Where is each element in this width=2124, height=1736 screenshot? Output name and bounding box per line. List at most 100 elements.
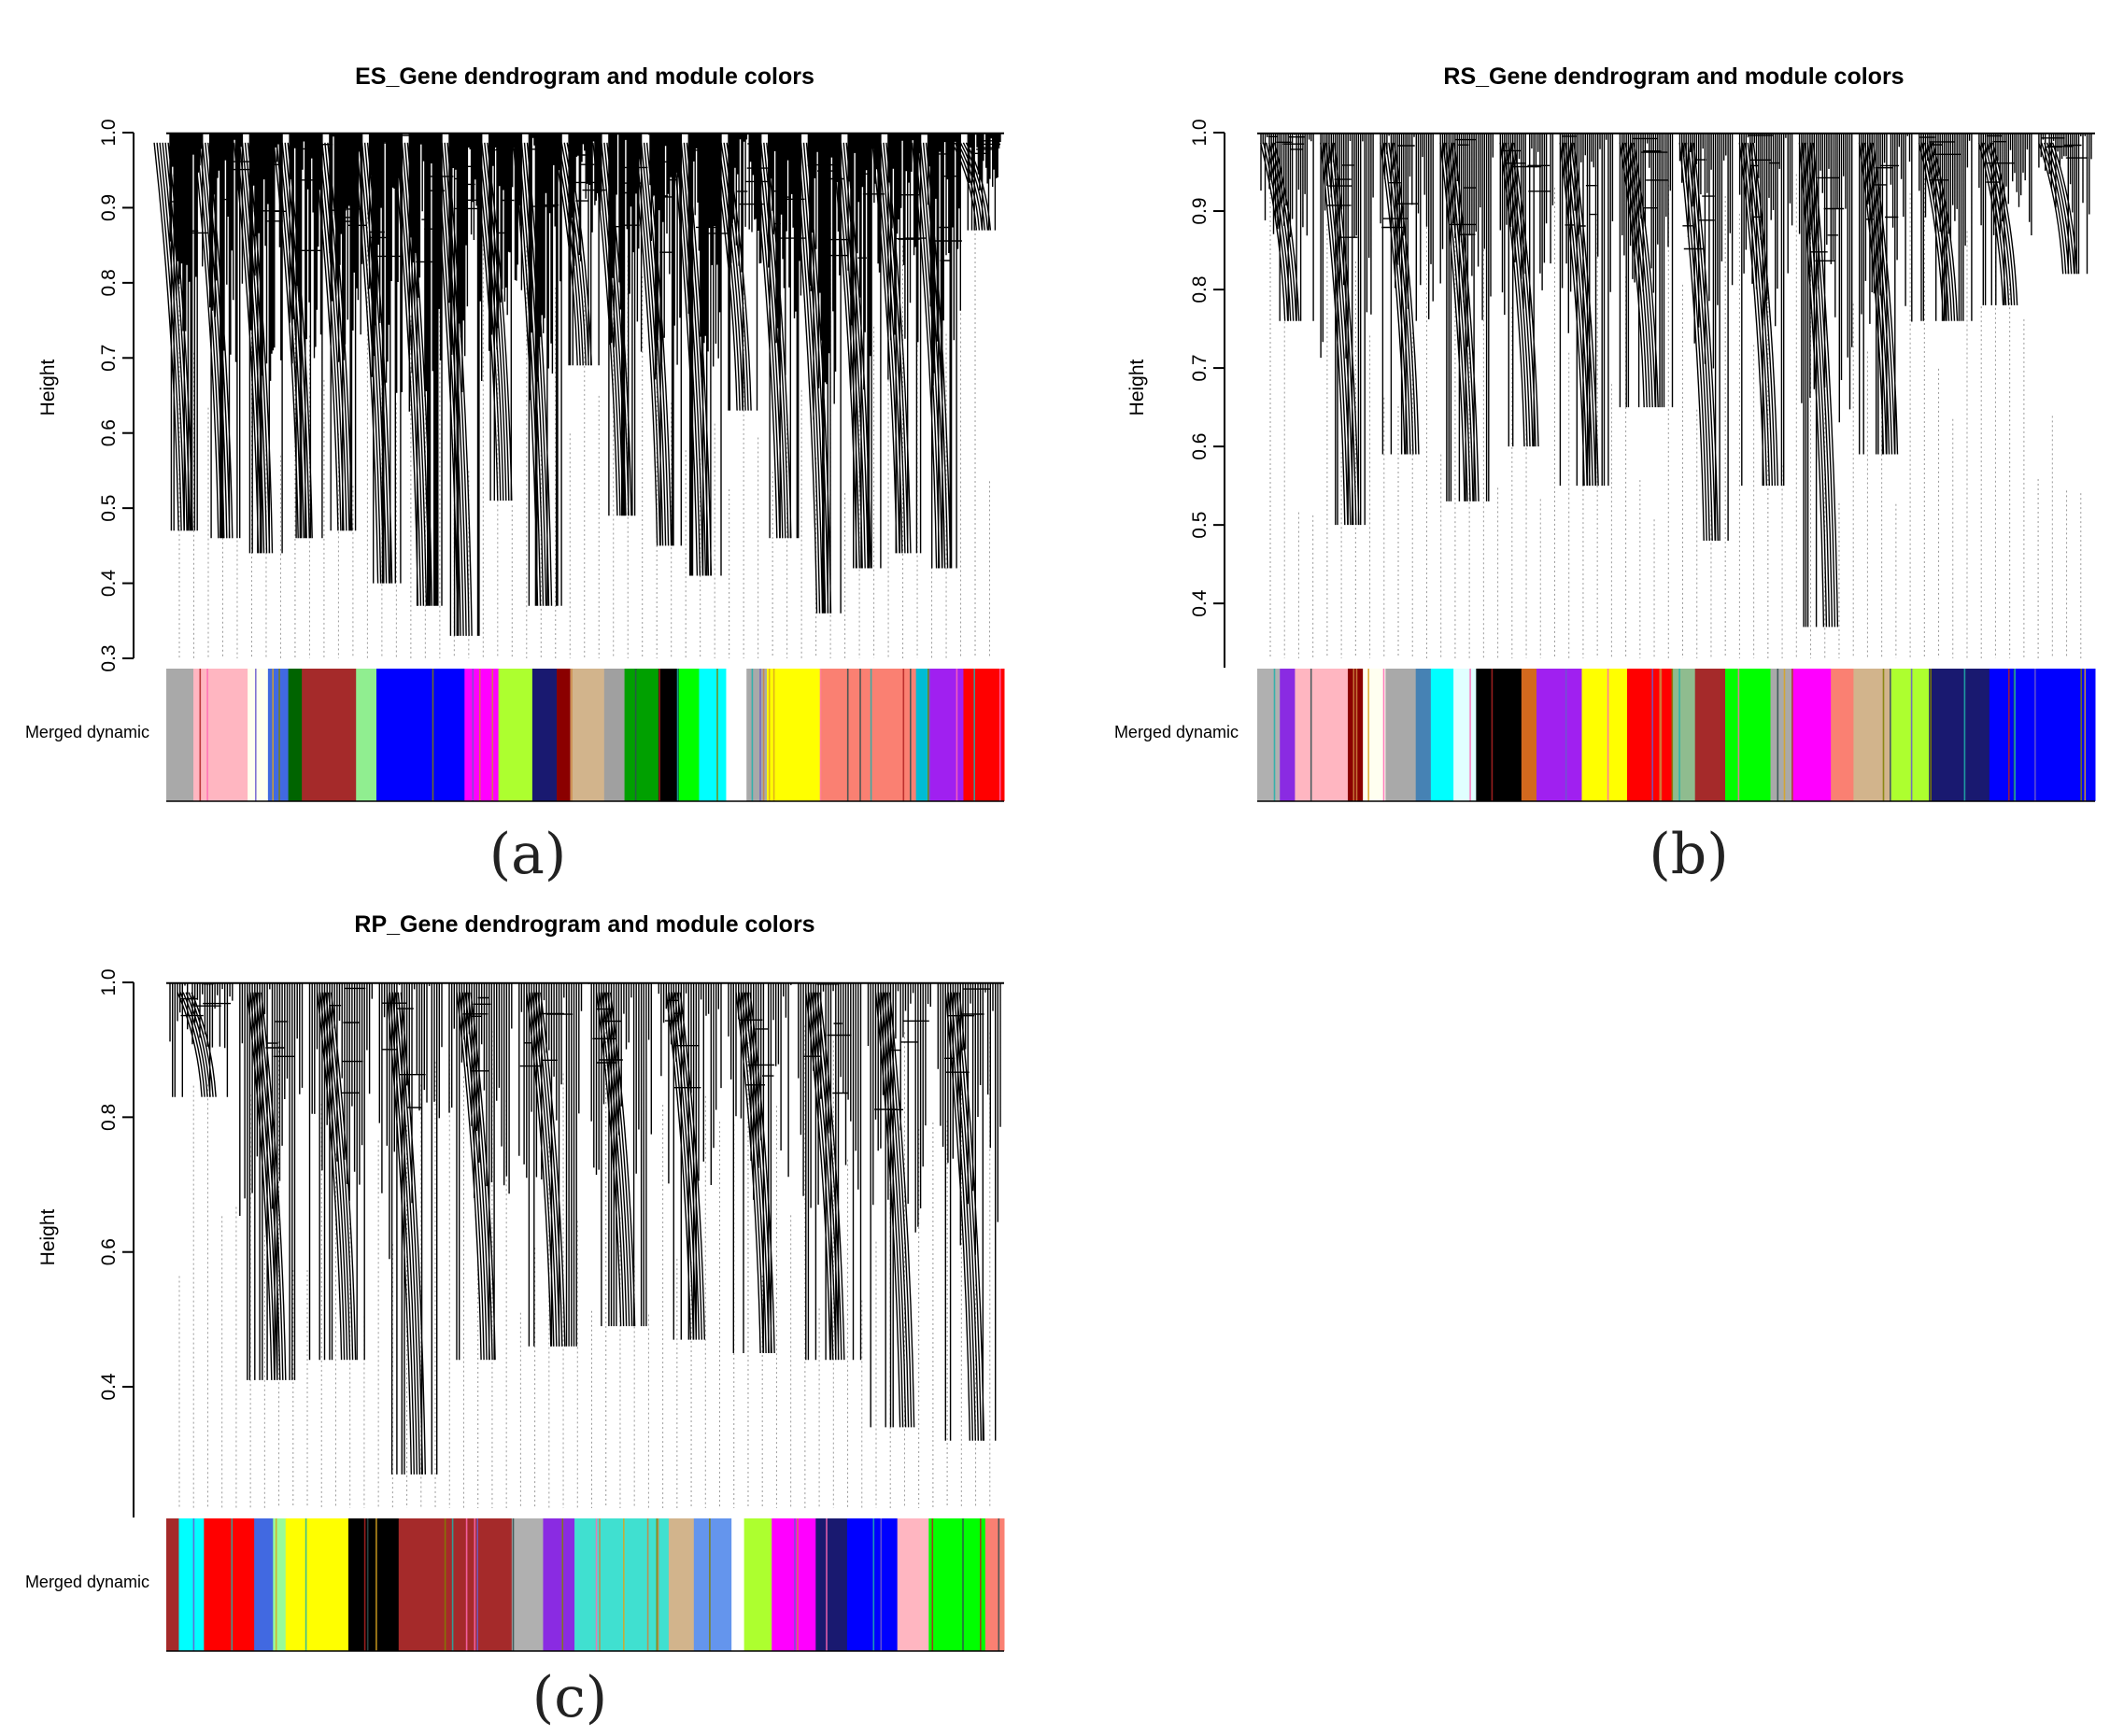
dendrogram-branch <box>588 982 652 1327</box>
dendrogram-branch <box>273 133 333 539</box>
module-stripe <box>794 1518 796 1651</box>
y-tick-label: 0.8 <box>98 1104 120 1131</box>
module-color-block <box>375 669 465 801</box>
module-stripe <box>1469 669 1471 801</box>
dendrogram-rs <box>1257 132 2095 658</box>
module-stripe <box>366 1518 369 1651</box>
module-stripe <box>928 669 930 801</box>
module-stripe <box>1791 669 1793 801</box>
module-stripe <box>762 669 765 801</box>
y-tick-label: 0.4 <box>1189 589 1211 617</box>
dendrogram-branch <box>1320 133 1374 526</box>
module-stripe <box>759 669 761 801</box>
module-row-label-es: Merged dynamic <box>25 723 149 741</box>
module-stripe <box>910 669 912 801</box>
chart-title-es: ES_Gene dendrogram and module colors <box>355 64 814 90</box>
module-stripe <box>363 1518 366 1651</box>
module-stripe <box>1910 669 1913 801</box>
module-color-block <box>668 1518 695 1651</box>
y-tick-label: 0.8 <box>1189 275 1211 303</box>
module-color-block <box>815 1518 848 1651</box>
module-stripe <box>476 1518 478 1651</box>
dendrogram-branch <box>672 133 729 576</box>
module-stripe <box>772 669 775 801</box>
module-stripe <box>658 669 660 801</box>
module-stripe <box>1273 669 1276 801</box>
module-stripe <box>512 1518 515 1651</box>
module-color-block <box>1295 669 1349 801</box>
module-color-block <box>1770 669 1794 801</box>
module-color-block <box>963 669 1005 801</box>
module-stripe <box>980 1518 982 1651</box>
module-stripe <box>199 669 202 801</box>
y-tick-label: 0.9 <box>1189 197 1211 224</box>
module-stripe <box>2014 669 2016 801</box>
module-color-block <box>1694 669 1726 801</box>
module-color-block <box>1476 669 1522 801</box>
module-stripe <box>998 1518 1000 1651</box>
module-stripe <box>797 1518 799 1651</box>
module-color-block <box>531 669 558 801</box>
module-color-bar-rs <box>1257 669 2096 802</box>
module-stripe <box>973 669 975 801</box>
chart-title-rp: RP_Gene dendrogram and module colors <box>354 911 814 938</box>
y-tick-label: 1.0 <box>98 119 120 146</box>
y-tick-label: 0.5 <box>1189 512 1211 539</box>
dendrogram-branch <box>378 982 443 1475</box>
module-color-block <box>498 669 533 801</box>
module-color-block <box>511 1518 544 1651</box>
dendrogram-branch <box>1678 133 1734 542</box>
dendrogram-branch <box>1977 133 2032 305</box>
module-color-block <box>658 669 680 801</box>
module-stripe <box>634 669 637 801</box>
module-color-block <box>1415 669 1432 801</box>
module-color-block <box>929 669 964 801</box>
dendrogram-branch <box>1858 133 1913 455</box>
module-stripe <box>1660 669 1663 801</box>
module-color-block <box>731 1518 745 1651</box>
module-color-block <box>603 669 626 801</box>
module-color-block <box>772 1518 816 1651</box>
y-axis-label-rs: Height <box>1126 359 1148 416</box>
dendrogram-branch <box>153 133 208 531</box>
module-color-block <box>193 669 248 801</box>
module-stripe <box>2034 669 2036 801</box>
module-stripe <box>595 1518 598 1651</box>
dendrogram-branch <box>1798 133 1853 628</box>
module-color-block <box>204 1518 255 1651</box>
module-color-block <box>166 1518 179 1651</box>
dendrogram-branch <box>1559 133 1614 487</box>
module-stripe <box>1777 669 1779 801</box>
dendrogram-branch <box>867 982 931 1428</box>
module-stripe <box>1310 669 1312 801</box>
module-stripe <box>275 1518 277 1651</box>
dendrogram-branch <box>308 982 373 1361</box>
module-color-block <box>1672 669 1696 801</box>
module-stripe <box>1352 669 1355 801</box>
module-stripe <box>1355 669 1358 801</box>
module-stripe <box>255 669 257 801</box>
dendrogram-branch <box>352 133 414 584</box>
module-stripe <box>478 669 481 801</box>
module-color-block <box>1280 669 1296 801</box>
module-color-block <box>743 1518 772 1651</box>
module-color-block <box>726 669 747 801</box>
y-tick-label: 0.6 <box>98 419 120 446</box>
dendrogram-branch <box>951 133 1001 231</box>
dendrogram-branch <box>1619 133 1674 408</box>
module-stripe <box>927 669 929 801</box>
y-tick-label: 0.8 <box>98 269 120 296</box>
dendrogram-es <box>153 132 1004 658</box>
dendrogram-branch <box>473 133 523 501</box>
module-stripe <box>1491 669 1494 801</box>
module-stripe <box>1367 669 1369 801</box>
module-stripe <box>902 669 905 801</box>
y-tick-label: 0.3 <box>98 644 120 671</box>
dendrogram-branch <box>798 982 862 1361</box>
panel-rp: RP_Gene dendrogram and module colors Hei… <box>25 911 1005 1730</box>
module-color-block <box>348 1518 400 1651</box>
module-stripe <box>1651 669 1653 801</box>
module-stripe <box>768 669 771 801</box>
module-color-block <box>356 669 377 801</box>
dendrogram-branch <box>1260 133 1314 321</box>
